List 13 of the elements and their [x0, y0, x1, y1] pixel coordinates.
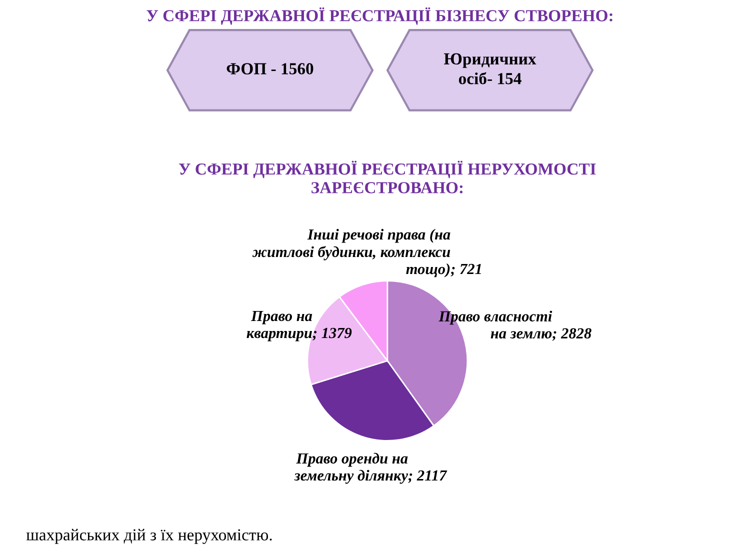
text: ФОП - 1560: [226, 63, 314, 74]
slice-label: Право оренди на земельну ділянку: [294, 452, 408, 484]
data-label: ; 721: [450, 264, 481, 276]
text: Юридичних осіб- 154: [444, 53, 536, 84]
data-label: ; 2828: [552, 328, 592, 341]
chart-title: У СФЕРІ ДЕРЖАВНОЇ РЕЄСТРАЦІЇ НЕРУХОМОСТІ ЗАРЕЄСТРОВАНО:: [178, 160, 596, 194]
text: шахрайських дій з їх нерухомістю.: [26, 528, 272, 544]
slice-label: Право на квартири: [246, 310, 312, 342]
data-label: ; 1379: [312, 328, 352, 340]
slice-label: Право власності на землю: [438, 310, 552, 339]
text: У СФЕРІ ДЕРЖАВНОЇ РЕЄСТРАЦІЇ БІЗНЕСУ СТВОРЕНО:: [146, 7, 612, 25]
slice-label: Інші речові права (на житлові будинки, комплекси тощо): [252, 228, 450, 278]
data-label: ; 2117: [408, 470, 448, 483]
